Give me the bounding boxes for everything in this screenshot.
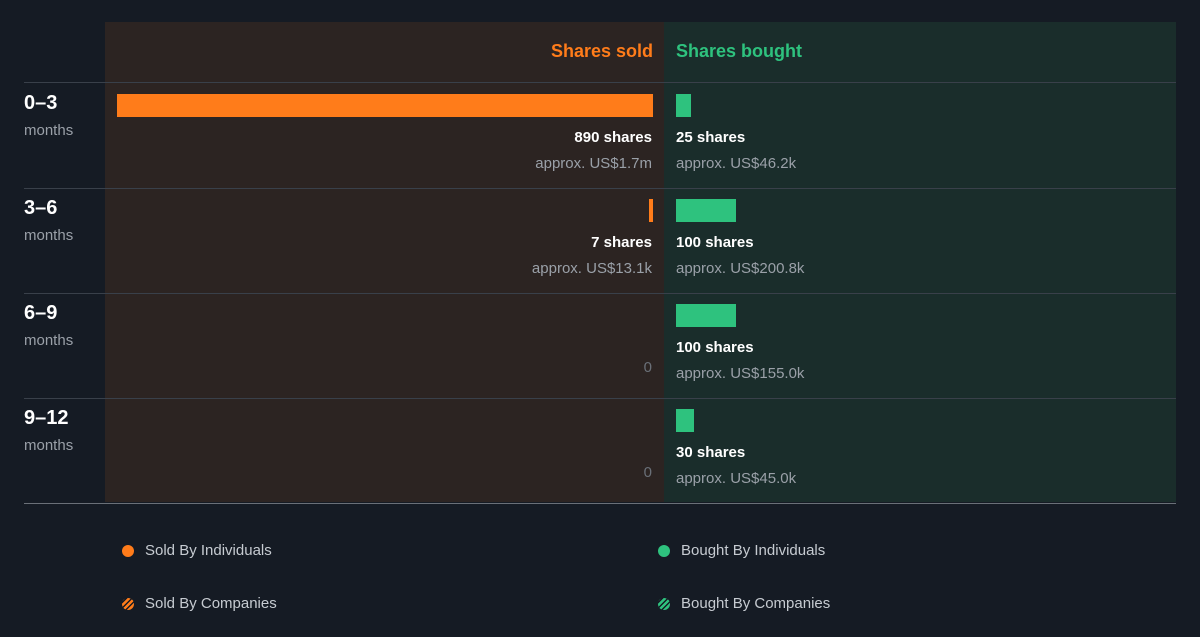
- shares-sold-value: 890 shares: [574, 129, 652, 146]
- row-divider: [24, 188, 1176, 189]
- shares-bought-approx-value: approx. US$200.8k: [676, 260, 805, 277]
- shares-sold-value: 0: [643, 464, 652, 481]
- green-dot-icon: [658, 545, 670, 557]
- chart-baseline: [24, 503, 1176, 504]
- orange-hatched-dot-icon: [122, 598, 134, 610]
- period-unit: months: [24, 227, 74, 244]
- orange-dot-icon: [122, 545, 134, 557]
- shares-bought-value: 100 shares: [676, 234, 754, 251]
- legend-label: Bought By Companies: [681, 595, 831, 612]
- shares-sold-bar: [648, 199, 653, 222]
- shares-bought-bar: [676, 94, 691, 117]
- shares-bought-approx-value: approx. US$46.2k: [676, 155, 797, 172]
- shares-bought-bar: [676, 304, 736, 327]
- shares-bought-value: 30 shares: [676, 444, 746, 461]
- legend-bought-individuals: Bought By Individuals: [658, 541, 825, 561]
- period-label: 9–12 months: [24, 406, 104, 456]
- shares-bought-value: 100 shares: [676, 339, 754, 356]
- shares-sold-approx-value: approx. US$13.1k: [531, 260, 652, 277]
- shares-bought-header: Shares bought: [676, 41, 803, 61]
- shares-bought-value: 25 shares: [676, 129, 746, 146]
- row-divider: [24, 398, 1176, 399]
- period-range: 0–3: [24, 92, 58, 114]
- legend-label: Sold By Individuals: [145, 542, 272, 559]
- shares-sold-value: 0: [643, 359, 652, 376]
- shares-bought-approx-value: approx. US$155.0k: [676, 365, 805, 382]
- period-label: 3–6 months: [24, 196, 104, 246]
- legend-sold-individuals: Sold By Individuals: [122, 541, 272, 561]
- header-divider: [24, 82, 1176, 83]
- period-label: 6–9 months: [24, 301, 104, 351]
- period-label: 0–3 months: [24, 91, 104, 141]
- shares-bought-bar: [676, 409, 694, 432]
- period-range: 6–9: [24, 302, 58, 324]
- period-range: 3–6: [24, 197, 58, 219]
- shares-bought-approx-value: approx. US$45.0k: [676, 470, 797, 487]
- period-unit: months: [24, 122, 74, 139]
- row-divider: [24, 293, 1176, 294]
- period-range: 9–12: [24, 407, 69, 429]
- legend-label: Bought By Individuals: [681, 542, 826, 559]
- period-unit: months: [24, 437, 74, 454]
- legend-label: Sold By Companies: [145, 595, 277, 612]
- period-unit: months: [24, 332, 74, 349]
- green-hatched-dot-icon: [658, 598, 670, 610]
- legend-bought-companies: Bought By Companies: [658, 594, 830, 614]
- bought-column-background: [664, 22, 1176, 502]
- shares-bought-bar: [676, 199, 736, 222]
- shares-sold-approx-value: approx. US$1.7m: [535, 155, 652, 172]
- shares-sold-header: Shares sold: [550, 41, 653, 61]
- shares-sold-value: 7 shares: [591, 234, 652, 251]
- legend-sold-companies: Sold By Companies: [122, 594, 277, 614]
- shares-sold-bar: [117, 94, 653, 117]
